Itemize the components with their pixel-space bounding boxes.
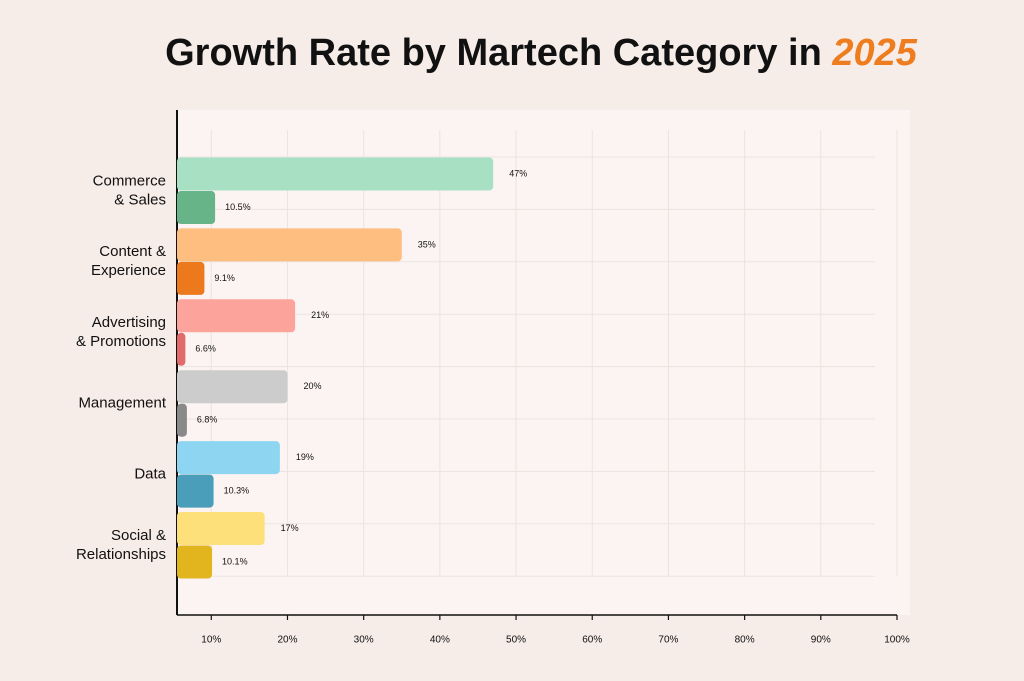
y-tick-label: Social & Relationships — [76, 527, 166, 563]
title-highlight: 2025 — [831, 32, 917, 74]
bar — [177, 370, 288, 404]
value-label: 10.5% — [225, 202, 251, 212]
x-tick-label: 50% — [506, 635, 526, 646]
y-tick-label: Content & Experience — [91, 243, 166, 279]
bar — [177, 403, 187, 437]
bar — [177, 545, 213, 579]
y-tick-label: Data — [134, 465, 166, 482]
x-tick-label: 80% — [735, 635, 755, 646]
value-label: 19% — [296, 452, 314, 462]
label-line: Data — [134, 465, 166, 482]
label-line: Content & — [99, 243, 166, 260]
x-tick-label: 90% — [811, 635, 831, 646]
label-line: Experience — [91, 262, 166, 279]
x-tick-label: 60% — [582, 635, 602, 646]
value-label: 20% — [303, 381, 321, 391]
y-tick-label: Management — [78, 394, 166, 411]
label-line: & Promotions — [76, 333, 166, 350]
x-tick-label: 40% — [430, 635, 450, 646]
grid: 10% 20% 30% 40% 50% 60% 70% 80% 90% 100% — [176, 110, 910, 646]
value-label: 47% — [509, 168, 527, 178]
bar — [177, 441, 280, 475]
bar — [177, 299, 296, 333]
y-tick-label: Advertising & Promotions — [76, 314, 166, 350]
bar — [177, 191, 216, 224]
value-label: 10.1% — [222, 556, 248, 566]
x-tick-label: 100% — [884, 635, 910, 646]
title-text: Growth Rate by Martech Category in — [165, 32, 832, 74]
marks: Commerce & Sales 47% 10.5% Content & Experien… — [76, 157, 527, 579]
label-line: & Sales — [114, 191, 166, 208]
bar — [177, 512, 265, 545]
label-line: Advertising — [92, 314, 166, 331]
value-label: 21% — [311, 310, 329, 320]
plot-area — [177, 110, 910, 615]
bar — [177, 261, 205, 295]
label-line: Social & — [111, 527, 166, 544]
label-line: Relationships — [76, 546, 166, 563]
value-label: 35% — [418, 239, 436, 249]
bar — [177, 474, 214, 508]
bar — [177, 228, 402, 262]
bar — [177, 332, 186, 366]
chart-title: Growth Rate by Martech Category in 2025 — [165, 32, 918, 74]
value-label: 9.1% — [214, 273, 235, 283]
x-tick-label: 20% — [277, 635, 297, 646]
y-tick-label: Commerce & Sales — [93, 172, 166, 208]
value-label: 17% — [281, 523, 299, 533]
value-label: 10.3% — [224, 485, 250, 495]
label-line: Management — [78, 394, 166, 411]
value-label: 6.6% — [195, 344, 216, 354]
x-tick-label: 70% — [658, 635, 678, 646]
value-label: 6.8% — [197, 415, 218, 425]
x-tick-label: 10% — [201, 635, 221, 646]
x-tick-label: 30% — [354, 635, 374, 646]
label-line: Commerce — [93, 172, 166, 189]
bar — [177, 157, 494, 191]
